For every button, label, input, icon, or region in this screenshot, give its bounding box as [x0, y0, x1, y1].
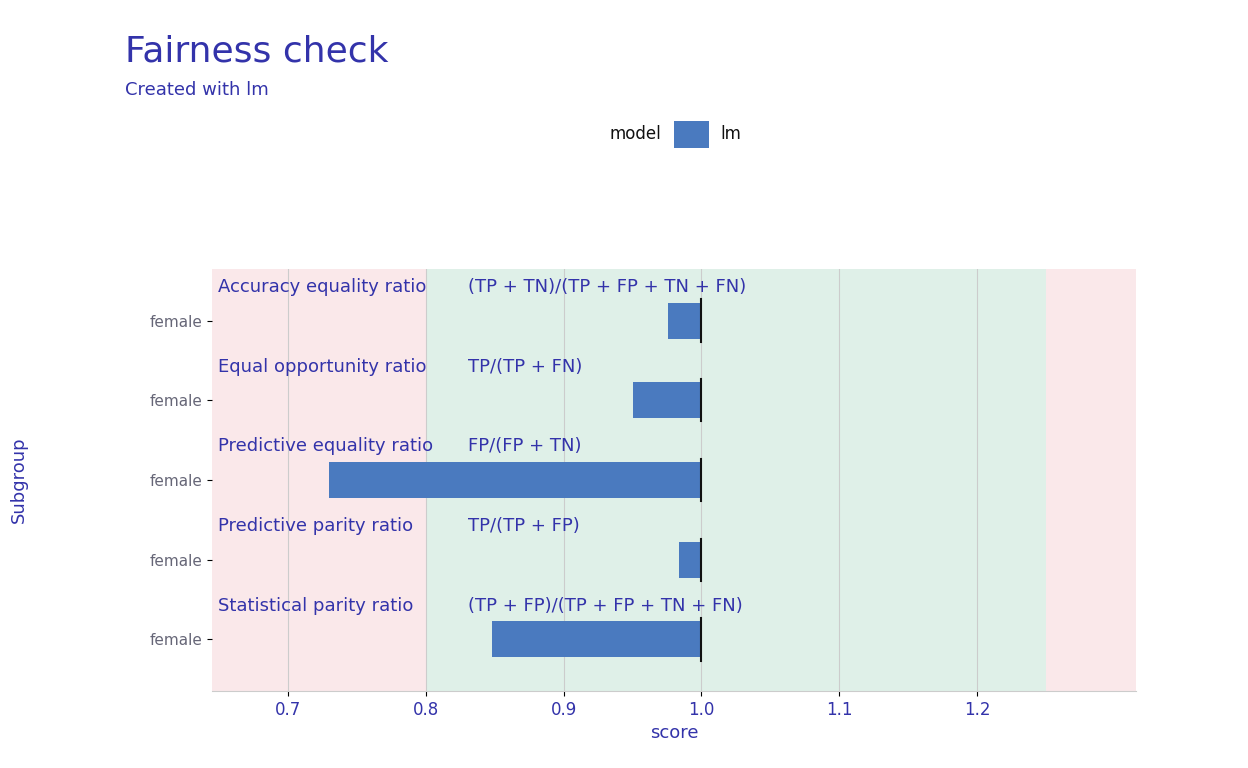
Text: Accuracy equality ratio: Accuracy equality ratio: [218, 278, 427, 296]
Bar: [1046, 269, 1136, 691]
Text: TP/(TP + FN): TP/(TP + FN): [468, 358, 583, 376]
Text: (TP + TN)/(TP + FP + TN + FN): (TP + TN)/(TP + FP + TN + FN): [468, 278, 746, 296]
Text: Predictive parity ratio: Predictive parity ratio: [218, 517, 413, 535]
Bar: [426, 269, 1046, 691]
Bar: [492, 621, 701, 657]
Bar: [212, 269, 426, 691]
Bar: [329, 462, 701, 498]
Bar: [633, 382, 701, 419]
Bar: [669, 303, 701, 339]
Text: Subgroup: Subgroup: [10, 437, 27, 523]
Text: Created with lm: Created with lm: [125, 81, 268, 98]
Text: FP/(FP + TN): FP/(FP + TN): [468, 438, 582, 455]
X-axis label: score: score: [650, 724, 698, 743]
Text: model: model: [610, 125, 661, 144]
Text: Equal opportunity ratio: Equal opportunity ratio: [218, 358, 427, 376]
Text: (TP + FP)/(TP + FP + TN + FN): (TP + FP)/(TP + FP + TN + FN): [468, 597, 743, 615]
Text: Predictive equality ratio: Predictive equality ratio: [218, 438, 433, 455]
Text: TP/(TP + FP): TP/(TP + FP): [468, 517, 580, 535]
Bar: [679, 541, 701, 578]
Text: Fairness check: Fairness check: [125, 35, 388, 68]
Text: lm: lm: [720, 125, 741, 144]
Text: Statistical parity ratio: Statistical parity ratio: [218, 597, 414, 615]
